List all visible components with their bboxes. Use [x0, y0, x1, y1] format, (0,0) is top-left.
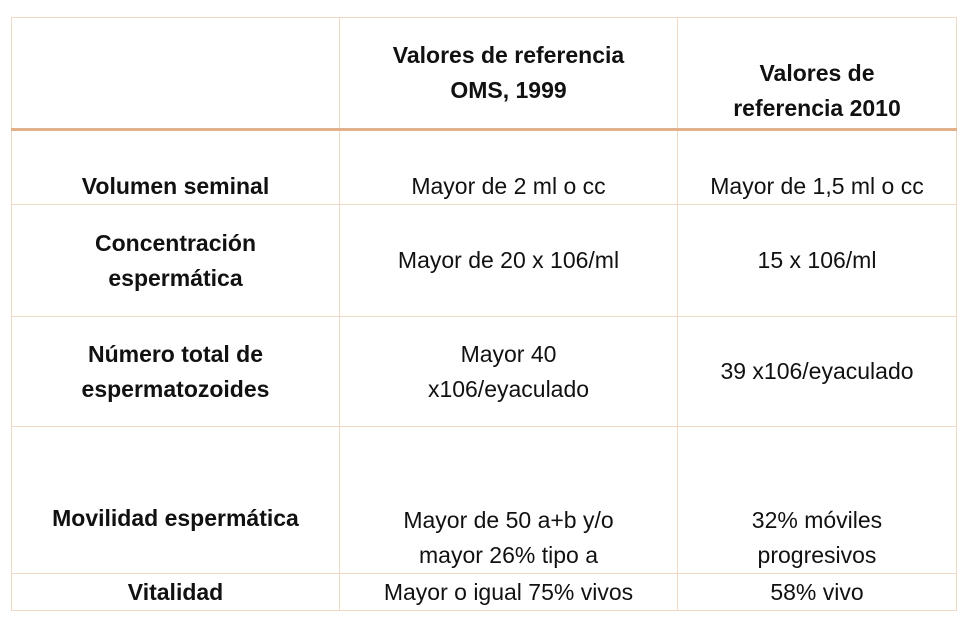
ref-2010-value: Mayor de 1,5 ml o cc: [677, 129, 957, 205]
oms-1999-value: Mayor de 50 a+b y/o mayor 26% tipo a: [339, 426, 678, 574]
table-row: Vitalidad Mayor o igual 75% vivos 58% vi…: [11, 573, 957, 611]
table-row: Movilidad espermática Mayor de 50 a+b y/…: [11, 426, 957, 574]
table-row: Volumen seminal Mayor de 2 ml o cc Mayor…: [11, 129, 957, 205]
table-row: Concentración espermática Mayor de 20 x 1…: [11, 204, 957, 317]
table-row: Número total de espermatozoides Mayor 40 x…: [11, 316, 957, 427]
oms-1999-value: Mayor de 20 x 106/ml: [339, 204, 678, 317]
row-label: Número total de espermatozoides: [11, 316, 340, 427]
oms-1999-value: Mayor o igual 75% vivos: [339, 573, 678, 611]
row-label: Volumen seminal: [11, 129, 340, 205]
oms-1999-value: Mayor 40 x106/eyaculado: [339, 316, 678, 427]
row-label: Movilidad espermática: [11, 426, 340, 574]
ref-2010-value: 32% móviles progresivos: [677, 426, 957, 574]
header-oms-1999: Valores de referencia OMS, 1999: [339, 17, 678, 131]
row-label: Vitalidad: [11, 573, 340, 611]
ref-2010-value: 15 x 106/ml: [677, 204, 957, 317]
ref-2010-value: 58% vivo: [677, 573, 957, 611]
header-row: Valores de referencia OMS, 1999 Valores …: [11, 17, 957, 131]
row-label: Concentración espermática: [11, 204, 340, 317]
ref-2010-value: 39 x106/eyaculado: [677, 316, 957, 427]
reference-values-table: Valores de referencia OMS, 1999 Valores …: [11, 17, 957, 611]
header-empty-cell: [11, 17, 340, 131]
header-ref-2010: Valores de referencia 2010: [677, 17, 957, 131]
oms-1999-value: Mayor de 2 ml o cc: [339, 129, 678, 205]
